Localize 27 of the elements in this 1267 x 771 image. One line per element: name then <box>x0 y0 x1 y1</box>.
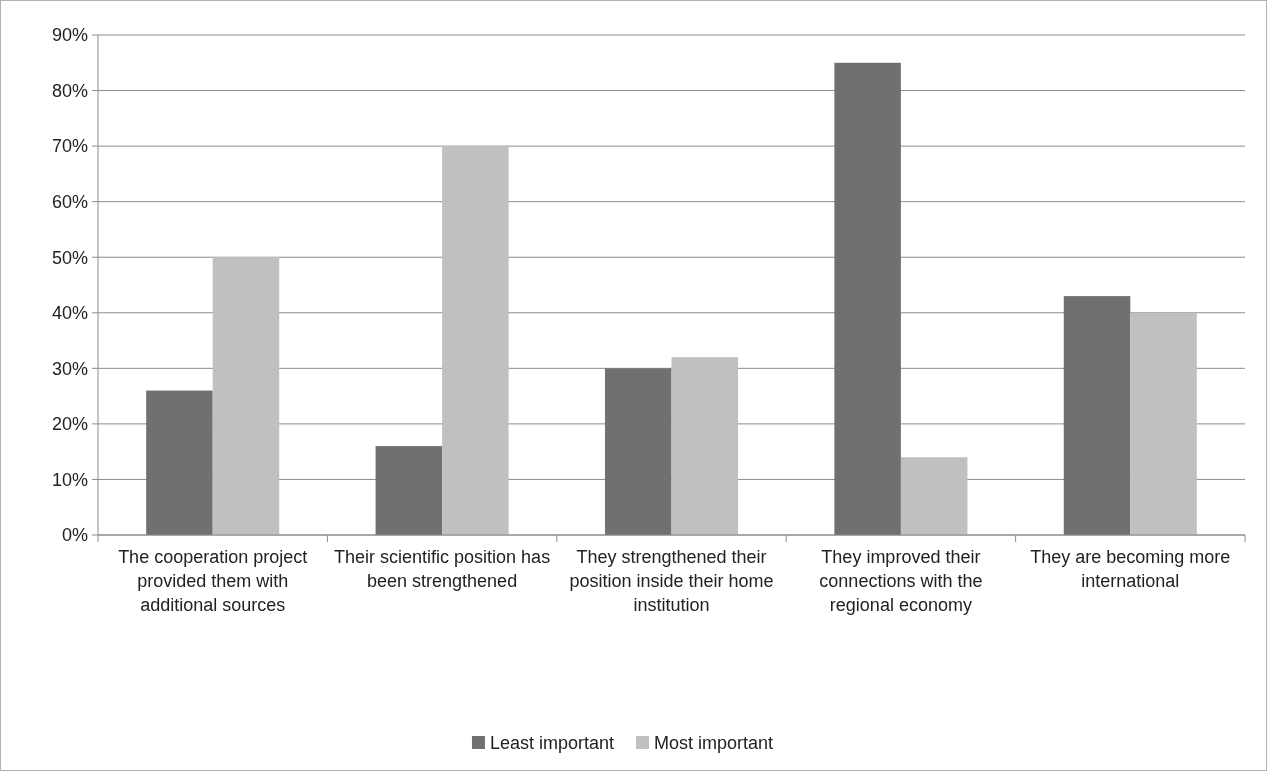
x-tick-label: They strengthened their position inside their home institution <box>569 547 774 615</box>
legend-label: Most important <box>654 733 774 754</box>
y-tick-label: 10% <box>51 469 88 490</box>
x-tick-label: Their scientific position has been strengthened <box>334 547 551 591</box>
bar <box>146 390 213 535</box>
y-tick-label: 90% <box>51 25 88 46</box>
bar <box>604 368 672 535</box>
y-tick-label: 0% <box>61 525 88 546</box>
y-tick-label: 70% <box>51 136 88 157</box>
y-tick-label: 30% <box>51 358 88 379</box>
y-tick-label: 40% <box>51 303 88 324</box>
legend-label: Least important <box>489 733 615 754</box>
x-tick-label: They improved their connections with the regional economy <box>819 547 983 615</box>
x-tick-label: The cooperation project provided them with additional sources <box>118 547 308 615</box>
bar <box>212 257 280 535</box>
bar <box>900 457 968 535</box>
y-tick-label: 80% <box>51 80 88 101</box>
y-tick-label: 60% <box>51 191 88 212</box>
y-tick-label: 50% <box>51 247 88 268</box>
y-tick-label: 20% <box>51 414 88 435</box>
bar <box>375 446 443 535</box>
bar <box>1130 312 1197 535</box>
bar <box>1063 296 1131 535</box>
bar <box>834 62 901 535</box>
x-tick-label: They are becoming more international <box>1030 547 1231 591</box>
bar <box>671 357 739 535</box>
bar <box>442 146 509 535</box>
